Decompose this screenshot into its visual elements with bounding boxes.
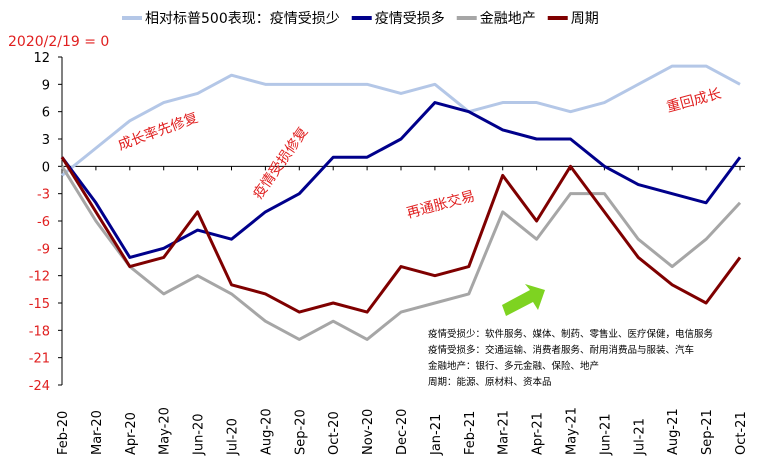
x-tick-label: May-20 — [158, 407, 173, 455]
annotation-label: 再通胀交易 — [405, 187, 477, 222]
x-tick-label: Oct-20 — [327, 411, 342, 455]
series-line-0 — [61, 64, 741, 177]
legend-label: 周期 — [571, 11, 599, 27]
notes-box: 疫情受损少：软件服务、媒体、制药、零售业、医疗保健，电信服务疫情受损多：交通运输… — [428, 328, 714, 388]
y-tick-label: -3 — [37, 188, 50, 203]
note-line: 金融地产：银行、多元金融、保险、地产 — [428, 360, 599, 372]
x-tick-label: Jun-21 — [598, 413, 613, 456]
trend-arrow — [502, 284, 545, 316]
series-lines — [60, 64, 742, 341]
note-line: 疫情受损少：软件服务、媒体、制药、零售业、医疗保健，电信服务 — [428, 328, 714, 340]
legend-label: 疫情受损多 — [375, 10, 445, 27]
x-tick-label: Jul-21 — [632, 418, 647, 456]
x-tick-label: Jul-20 — [226, 418, 241, 456]
x-tick-label: Dec-20 — [395, 409, 410, 455]
x-tick-label: Sep-21 — [700, 409, 715, 455]
legend-label: 相对标普500表现：疫情受损少 — [145, 11, 340, 27]
note-line: 周期：能源、原材料、资本品 — [428, 376, 552, 388]
y-tick-label: -21 — [29, 352, 50, 367]
y-tick-label: 9 — [42, 78, 50, 93]
series-line-2 — [60, 165, 742, 341]
y-tick-label: 6 — [42, 106, 50, 121]
x-tick-label: Mar-21 — [497, 410, 512, 455]
series-line-3 — [60, 156, 742, 314]
annotation-label: 成长率先修复 — [116, 109, 201, 154]
x-tick-label: Feb-21 — [463, 411, 478, 455]
y-tick-label: -24 — [29, 379, 50, 394]
x-tick-label: Apr-21 — [531, 412, 546, 455]
y-tick-label: 0 — [42, 160, 50, 175]
x-tick-label: Apr-20 — [124, 412, 139, 455]
legend: 相对标普500表现：疫情受损少 疫情受损多 金融地产 周期 — [122, 10, 599, 27]
y-tick-label: 3 — [42, 133, 50, 148]
x-tick-label: Nov-20 — [361, 409, 376, 455]
y-tick-label: -18 — [29, 324, 50, 339]
note-line: 疫情受损多：交通运输、消费者服务、耐用消费品与服装、汽车 — [428, 344, 694, 356]
x-tick-label: Jun-20 — [192, 413, 207, 456]
annotation-label: 重回成长 — [665, 86, 723, 116]
x-tick-label: Sep-20 — [293, 409, 308, 455]
y-tick-label: -6 — [37, 215, 50, 230]
x-tick-label: Jan-21 — [429, 414, 444, 456]
x-tick-label: Mar-20 — [90, 410, 105, 455]
x-tick-label: Oct-21 — [734, 411, 749, 455]
y-tick-label: -15 — [29, 297, 50, 312]
x-tick-label: Feb-20 — [56, 411, 71, 455]
y-tick-label: -9 — [37, 242, 50, 257]
x-tick-label: Aug-20 — [259, 408, 274, 455]
baseline-note: 2020/2/19 = 0 — [8, 34, 109, 50]
y-tick-label: 12 — [33, 51, 50, 66]
x-tick-label: May-21 — [565, 407, 580, 455]
legend-label: 金融地产 — [480, 11, 536, 27]
y-tick-label: -12 — [29, 270, 50, 285]
x-tick-label: Aug-21 — [666, 408, 681, 455]
axes: 12 9 6 3 0 -3 -6 -9 -12 -15 -18 -21 -24 Feb-20 Mar-20 A… — [29, 51, 749, 456]
